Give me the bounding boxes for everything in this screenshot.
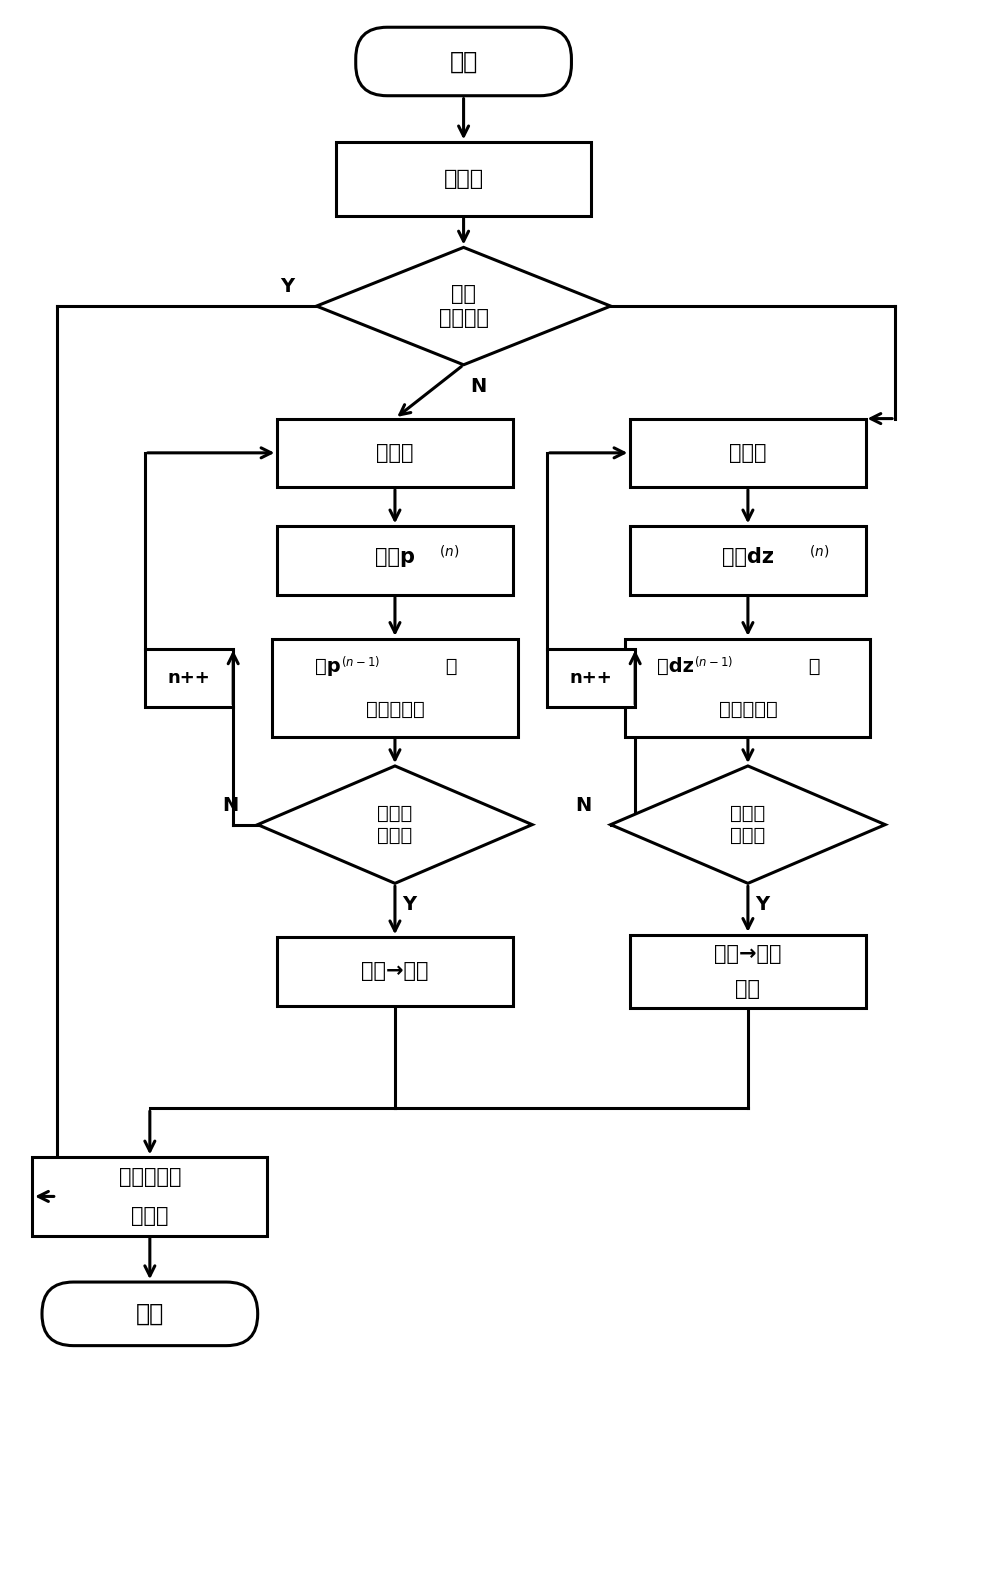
Text: N: N: [222, 795, 239, 815]
Text: 计算p: 计算p: [375, 547, 415, 567]
Text: 满足精
度要求: 满足精 度要求: [731, 804, 765, 845]
Text: $^{(n)}$: $^{(n)}$: [809, 547, 829, 566]
Text: n++: n++: [168, 669, 210, 687]
Bar: [547, 649, 635, 707]
Bar: [277, 938, 513, 1005]
Polygon shape: [257, 767, 532, 883]
Text: $^{(n)}$: $^{(n)}$: [439, 547, 459, 566]
Text: 算迭代误差: 算迭代误差: [366, 699, 424, 718]
Text: 计: 计: [439, 657, 458, 676]
Text: 初始化: 初始化: [444, 170, 484, 189]
Bar: [277, 526, 513, 595]
Bar: [630, 526, 866, 595]
Text: N: N: [575, 795, 592, 815]
Bar: [336, 143, 591, 215]
Bar: [145, 649, 233, 707]
Text: $^{(n-1)}$: $^{(n-1)}$: [694, 657, 734, 676]
Bar: [630, 935, 866, 1009]
FancyBboxPatch shape: [356, 27, 572, 96]
Text: 满足精
度要求: 满足精 度要求: [378, 804, 412, 845]
Text: $^{(n-1)}$: $^{(n-1)}$: [341, 657, 381, 676]
FancyBboxPatch shape: [42, 1282, 257, 1346]
Text: 初始化: 初始化: [377, 443, 414, 463]
Text: 变形→油膜: 变形→油膜: [714, 944, 782, 963]
Text: 流量等: 流量等: [131, 1207, 169, 1225]
Text: 开始: 开始: [450, 49, 477, 74]
Text: 初始化: 初始化: [730, 443, 767, 463]
Text: n++: n++: [570, 669, 612, 687]
Text: 结束: 结束: [136, 1302, 164, 1326]
Text: 计: 计: [802, 657, 820, 676]
Text: 压强→负载: 压强→负载: [361, 961, 429, 982]
Bar: [33, 1158, 267, 1235]
Polygon shape: [317, 247, 610, 364]
Text: Y: Y: [755, 895, 770, 914]
Text: 厚度: 厚度: [736, 979, 760, 999]
Text: Y: Y: [402, 895, 417, 914]
Text: 算迭代误差: 算迭代误差: [719, 699, 777, 718]
Polygon shape: [610, 767, 885, 883]
Bar: [272, 639, 518, 737]
Bar: [625, 639, 871, 737]
Text: 减p: 减p: [316, 657, 341, 676]
Bar: [630, 418, 866, 487]
Text: 满足
精度要求: 满足 精度要求: [439, 284, 489, 328]
Bar: [277, 418, 513, 487]
Text: N: N: [470, 377, 486, 396]
Text: 减dz: 减dz: [657, 657, 694, 676]
Text: 计算dz: 计算dz: [722, 547, 774, 567]
Text: 求承载力、: 求承载力、: [118, 1167, 181, 1186]
Text: Y: Y: [280, 276, 294, 295]
